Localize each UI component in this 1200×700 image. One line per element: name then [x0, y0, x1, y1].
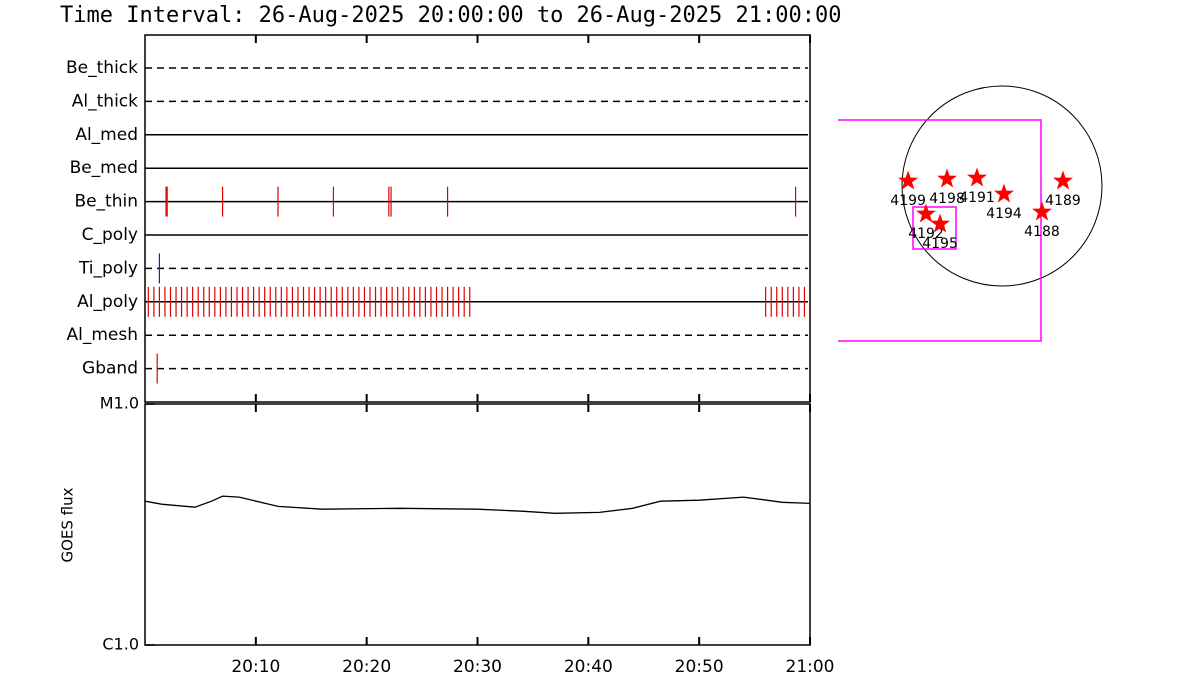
x-tick-label: 20:30: [453, 657, 502, 677]
region-star: [1032, 201, 1052, 221]
chart-title: Time Interval: 26-Aug-2025 20:00:00 to 2…: [60, 3, 841, 28]
region-label: 4194: [986, 206, 1022, 222]
x-tick-label: 20:50: [675, 657, 724, 677]
region-label: 4191: [959, 190, 995, 206]
row-label: Al_med: [75, 125, 138, 145]
goes-curve: [144, 495, 811, 514]
region-star: [898, 170, 919, 190]
region-star: [916, 203, 936, 223]
fov-box: [912, 206, 957, 250]
row-label: Gband: [82, 359, 138, 379]
x-tick-label: 21:00: [786, 657, 835, 677]
row-label: Be_med: [70, 158, 138, 178]
region-star: [930, 213, 951, 233]
row-label: Ti_poly: [78, 258, 138, 278]
region-star: [967, 167, 987, 187]
row-label: Be_thick: [66, 58, 138, 78]
region-star: [1053, 170, 1073, 190]
region-label: 4195: [922, 236, 958, 252]
fov-box: [838, 119, 1042, 342]
y-axis-label: GOES flux: [59, 487, 77, 562]
row-label: Be_thin: [74, 192, 138, 212]
region-label: 4198: [929, 191, 965, 207]
solar-disk: [901, 85, 1103, 287]
row-label: Al_mesh: [66, 325, 138, 345]
y-tick-label: M1.0: [100, 394, 139, 413]
region-label: 4189: [1045, 193, 1081, 209]
x-tick-label: 20:20: [342, 657, 391, 677]
x-tick-label: 20:10: [231, 657, 280, 677]
region-star: [937, 168, 957, 188]
y-tick-label: C1.0: [102, 635, 139, 654]
region-label: 4199: [890, 193, 926, 209]
x-tick-label: 20:40: [564, 657, 613, 677]
region-label: 4188: [1024, 224, 1060, 240]
region-star: [994, 183, 1014, 203]
row-label: Al_thick: [72, 91, 138, 111]
row-label: C_poly: [82, 225, 138, 245]
row-label: Al_poly: [77, 292, 138, 312]
